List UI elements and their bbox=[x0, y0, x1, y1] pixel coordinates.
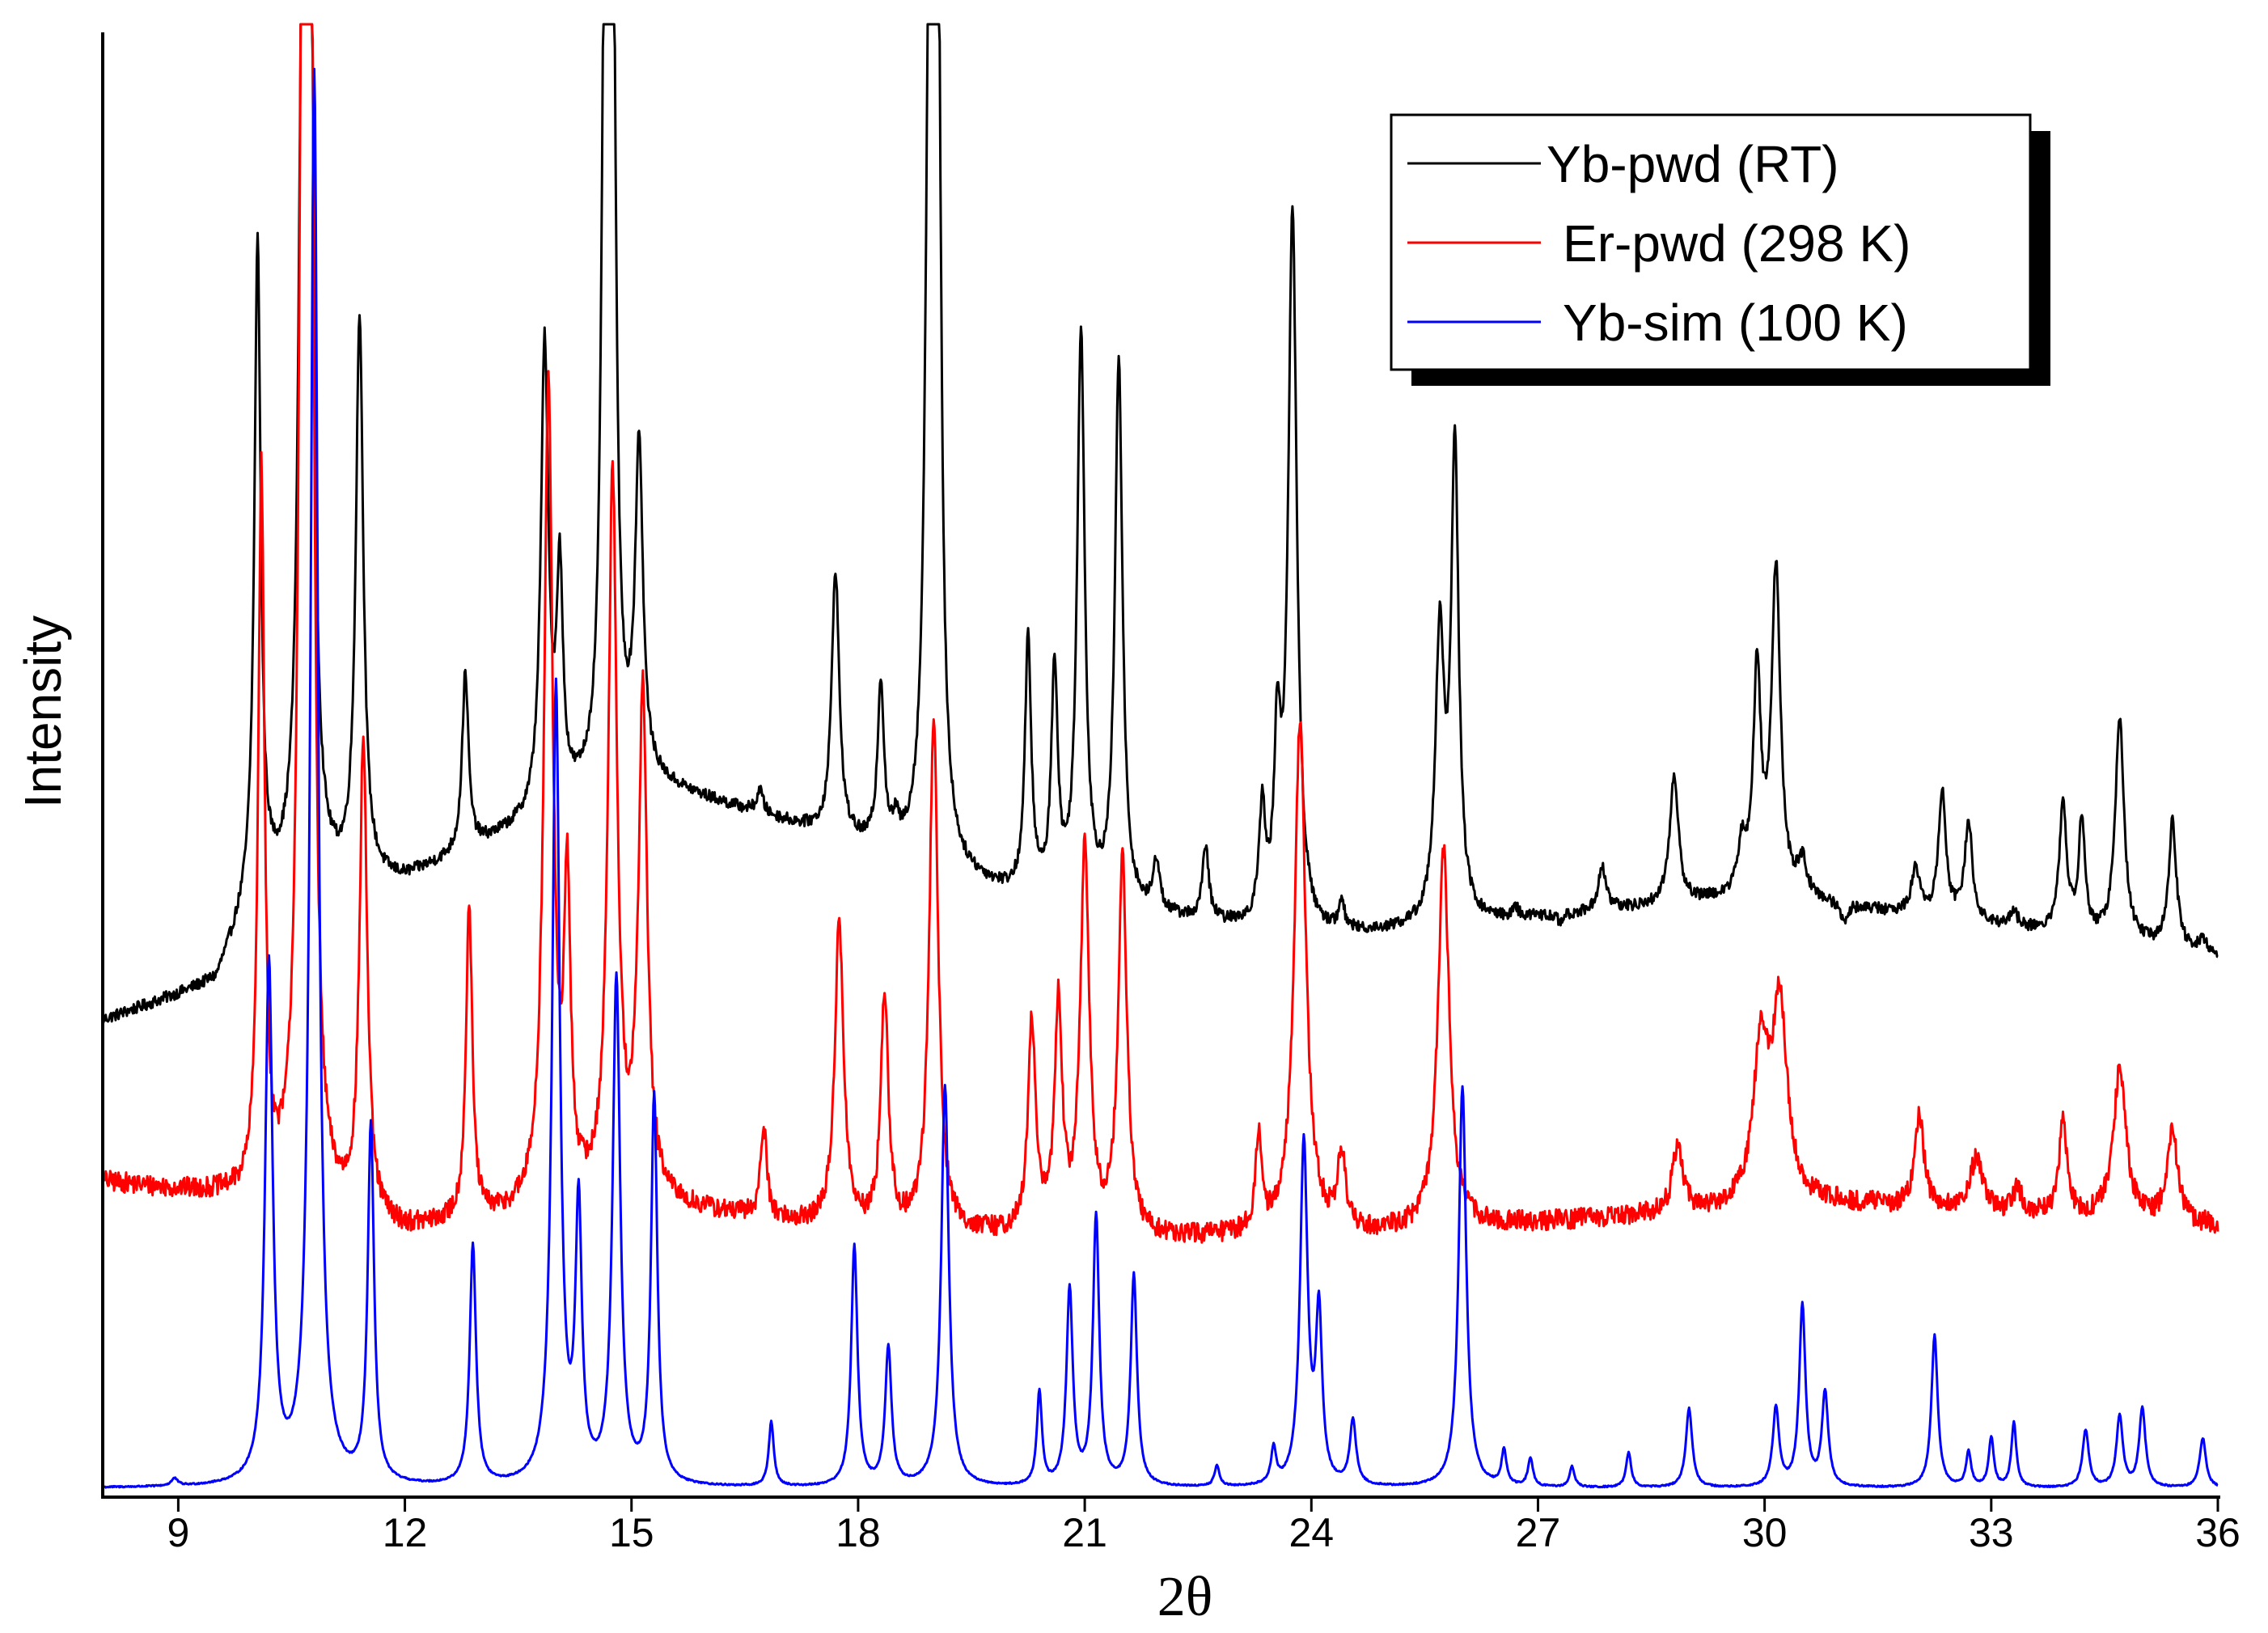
x-tick-label: 21 bbox=[1062, 1510, 1107, 1555]
series-line-1 bbox=[101, 23, 2219, 1244]
series-line-2 bbox=[102, 67, 2219, 1489]
x-ticks: 9 12 15 18 21 24 27 30 33 36 bbox=[167, 1497, 2240, 1555]
legend: Yb-pwd (RT) Er-pwd (298 K) Yb-sim (100 K… bbox=[1390, 113, 2050, 386]
legend-box bbox=[1390, 113, 2032, 371]
x-tick-label: 30 bbox=[1742, 1510, 1788, 1555]
series-line-0 bbox=[101, 23, 2219, 1024]
x-tick-label: 36 bbox=[2195, 1510, 2240, 1555]
x-tick-label: 15 bbox=[609, 1510, 654, 1555]
legend-label-0: Yb-pwd (RT) bbox=[1547, 135, 1839, 193]
legend-label-1: Er-pwd (298 K) bbox=[1563, 214, 1910, 273]
y-axis-title: Intensity bbox=[14, 616, 72, 808]
x-tick-label: 18 bbox=[836, 1510, 881, 1555]
x-tick-label: 24 bbox=[1288, 1510, 1334, 1555]
x-tick-label: 12 bbox=[383, 1510, 428, 1555]
x-axis-title: 2θ bbox=[1157, 1566, 1213, 1628]
series-layer bbox=[101, 23, 2219, 1489]
x-tick-label: 27 bbox=[1516, 1510, 1561, 1555]
legend-label-2: Yb-sim (100 K) bbox=[1563, 294, 1908, 352]
x-tick-label: 33 bbox=[1969, 1510, 2014, 1555]
x-tick-label: 9 bbox=[167, 1510, 189, 1555]
